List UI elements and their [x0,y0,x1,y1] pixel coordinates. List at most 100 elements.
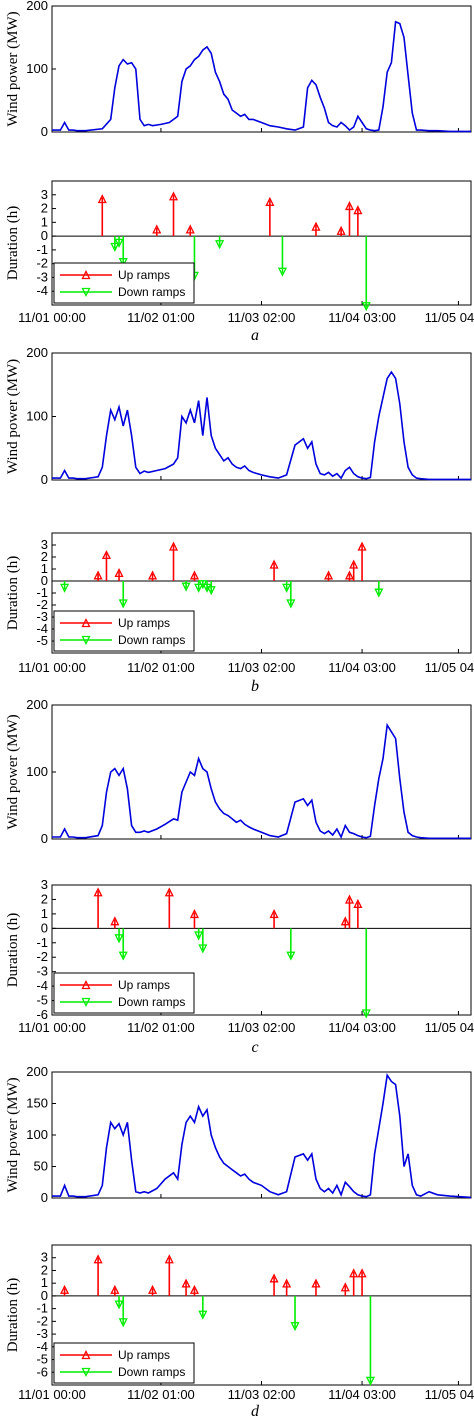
ramp-ytick-label: -3 [36,964,48,979]
power-ylabel: Wind power (MW) [5,359,21,474]
ramp-ytick-label: -3 [36,609,48,624]
power-ylabel: Wind power (MW) [5,11,21,126]
up-ramp-marker [148,1284,158,1294]
ramp-ytick-label: 0 [41,228,48,243]
power-ytick-label: 100 [26,764,48,779]
up-ramp-marker [269,559,279,569]
power-axes-frame [51,352,472,481]
x-tick-label: 11/01 00:00 [18,310,86,325]
ramp-ytick-label: -5 [36,633,48,648]
ramp-ytick-label: -1 [36,1301,48,1316]
x-tick-label: 11/01 00:00 [18,1387,86,1402]
legend-up-marker [81,980,91,990]
up-ramp-marker [344,570,355,580]
power-ytick-label: 200 [26,345,48,360]
down-ramp-marker [374,588,384,598]
power-ytick-label: 100 [26,1127,48,1142]
ramp-ytick-label: -1 [36,585,48,600]
ramp-ytick-label: -3 [36,269,48,284]
up-ramp-marker [344,894,355,904]
x-tick-label: 11/04 03:00 [328,1387,396,1402]
down-ramp-marker [114,934,124,944]
up-ramp-marker [349,1268,359,1278]
wind-power-series [52,20,471,133]
up-ramp-marker [269,1273,279,1283]
x-tick-label: 11/04 03:00 [328,660,396,675]
x-tick-label: 11/03 02:00 [228,1387,296,1402]
down-ramp-marker [277,267,288,277]
legend-box [53,610,195,652]
up-ramp-marker [189,908,200,919]
legend-down-label: Down ramps [118,995,185,1009]
legend-down-marker [81,1367,91,1377]
up-ramp-marker [357,1268,367,1278]
ramp-ytick-label: -5 [36,1352,48,1367]
up-ramp-marker [340,916,350,926]
down-ramp-marker [60,583,70,593]
legend-box [53,972,195,1014]
x-tick-label: 11/02 01:00 [127,660,195,675]
power-axes-frame [51,1071,472,1199]
up-ramp-marker [349,559,359,569]
ramp-ytick-label: 1 [41,214,48,229]
up-ramp-marker [344,200,355,211]
legend-up-marker [81,1350,91,1360]
x-tick-label: 11/01 00:00 [18,660,86,675]
ramp-ytick-label: -6 [36,1364,48,1379]
up-ramp-marker [114,567,124,578]
down-ramp-marker [181,582,191,592]
panel-letter: a [251,327,259,344]
up-ramp-marker [265,196,275,206]
x-tick-label: 11/05 04:00 [425,660,474,675]
down-ramp-marker [361,1009,371,1019]
up-ramp-marker [60,1284,70,1294]
ramp-ytick-label: 1 [41,1275,48,1290]
legend-up-label: Up ramps [118,978,170,992]
ramp-legend: Up ramps Down ramps [53,972,195,1014]
down-ramp-marker [198,1310,208,1320]
ramp-ytick-label: 0 [41,920,48,935]
up-ramp-marker [168,191,179,201]
down-ramp-marker [118,951,128,961]
ramp-legend: Up ramps Down ramps [53,1342,195,1384]
up-ramp-marker [185,224,195,234]
wind-power-series [52,722,471,840]
down-ramp-marker [361,302,371,312]
ramp-ytick-label: 2 [41,1262,48,1277]
legend-down-marker [81,635,91,645]
up-ramp-marker [168,541,179,551]
x-tick-label: 11/02 01:00 [127,1387,195,1402]
ramp-ytick-label: 0 [41,573,48,588]
x-tick-label: 11/01 00:00 [18,1020,86,1035]
down-ramp-marker [118,1318,128,1328]
duration-ylabel: Duration (h) [5,556,21,631]
down-ramp-marker [194,583,204,593]
wind-power-series [52,370,471,481]
ramp-ytick-label: 3 [41,537,48,552]
down-ramp-marker [206,586,216,596]
up-ramp-marker [311,1278,321,1288]
up-ramp-marker [340,1282,350,1292]
ramp-ytick-label: 2 [41,549,48,564]
legend-up-label: Up ramps [118,616,170,630]
x-tick-label: 11/05 04:00 [425,310,474,325]
down-ramp-marker [118,258,128,268]
ramp-ytick-label: -3 [36,1326,48,1341]
x-tick-label: 11/03 02:00 [228,1020,296,1035]
legend-down-marker [81,287,91,297]
up-ramp-marker [148,570,158,580]
legend-down-label: Down ramps [118,285,185,299]
ramp-ytick-label: -2 [36,949,48,964]
down-ramp-marker [365,1376,375,1386]
up-ramp-marker [101,549,112,560]
ramp-legend: Up ramps Down ramps [53,262,195,304]
ramp-ytick-label: -6 [36,1007,48,1022]
x-tick-label: 11/03 02:00 [228,310,296,325]
ramp-ytick-label: -2 [36,256,48,271]
legend-up-label: Up ramps [118,268,170,282]
x-tick-label: 11/03 02:00 [228,660,296,675]
ramp-legend: Up ramps Down ramps [53,610,195,652]
legend-down-marker [81,997,91,1007]
up-ramp-marker [323,570,334,580]
